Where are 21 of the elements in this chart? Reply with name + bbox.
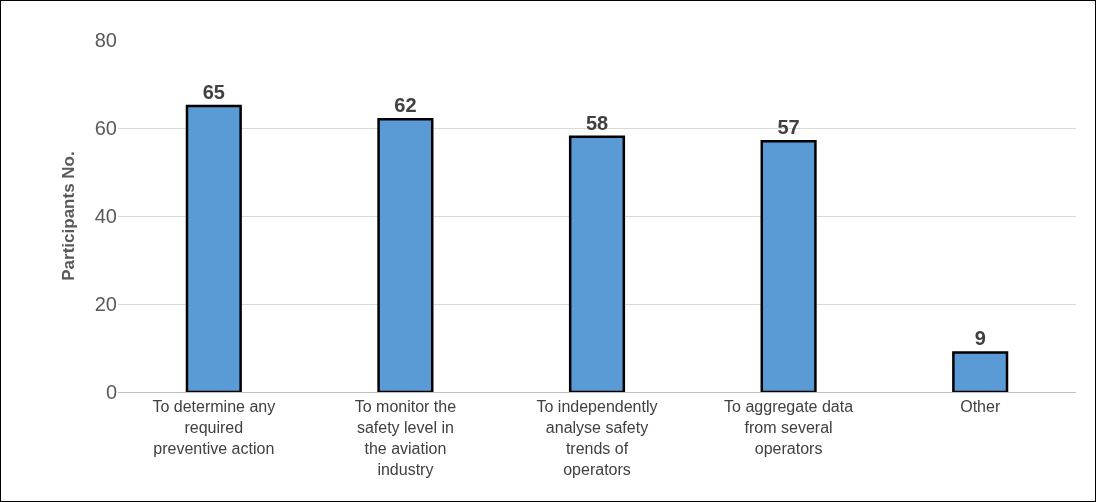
data-label: 58 <box>585 111 609 134</box>
bar <box>952 351 1009 392</box>
bar <box>760 139 817 392</box>
x-tick-label: To independently analyse safety trends of operators <box>536 398 658 478</box>
bar <box>568 135 626 392</box>
bar <box>377 117 434 392</box>
data-label: 9 <box>974 327 986 350</box>
y-tick-label: 60 <box>94 117 117 139</box>
y-tick-label: 80 <box>94 29 117 51</box>
data-label: 57 <box>777 116 800 139</box>
x-tick-label: To determine any required preventive action <box>152 398 276 457</box>
x-tick-label: To aggregate data from several operators <box>724 398 854 457</box>
data-label: 65 <box>202 81 225 103</box>
y-tick-label: 40 <box>94 205 117 227</box>
bar <box>185 104 242 392</box>
x-tick-label: To monitor the safety level in the aviation industry <box>354 398 457 478</box>
x-tick-label: Other <box>960 398 1001 416</box>
y-tick-label: 0 <box>105 381 117 403</box>
y-axis-title: Participants No. <box>59 151 79 281</box>
y-tick-label: 20 <box>94 293 117 315</box>
data-label: 62 <box>394 94 417 117</box>
